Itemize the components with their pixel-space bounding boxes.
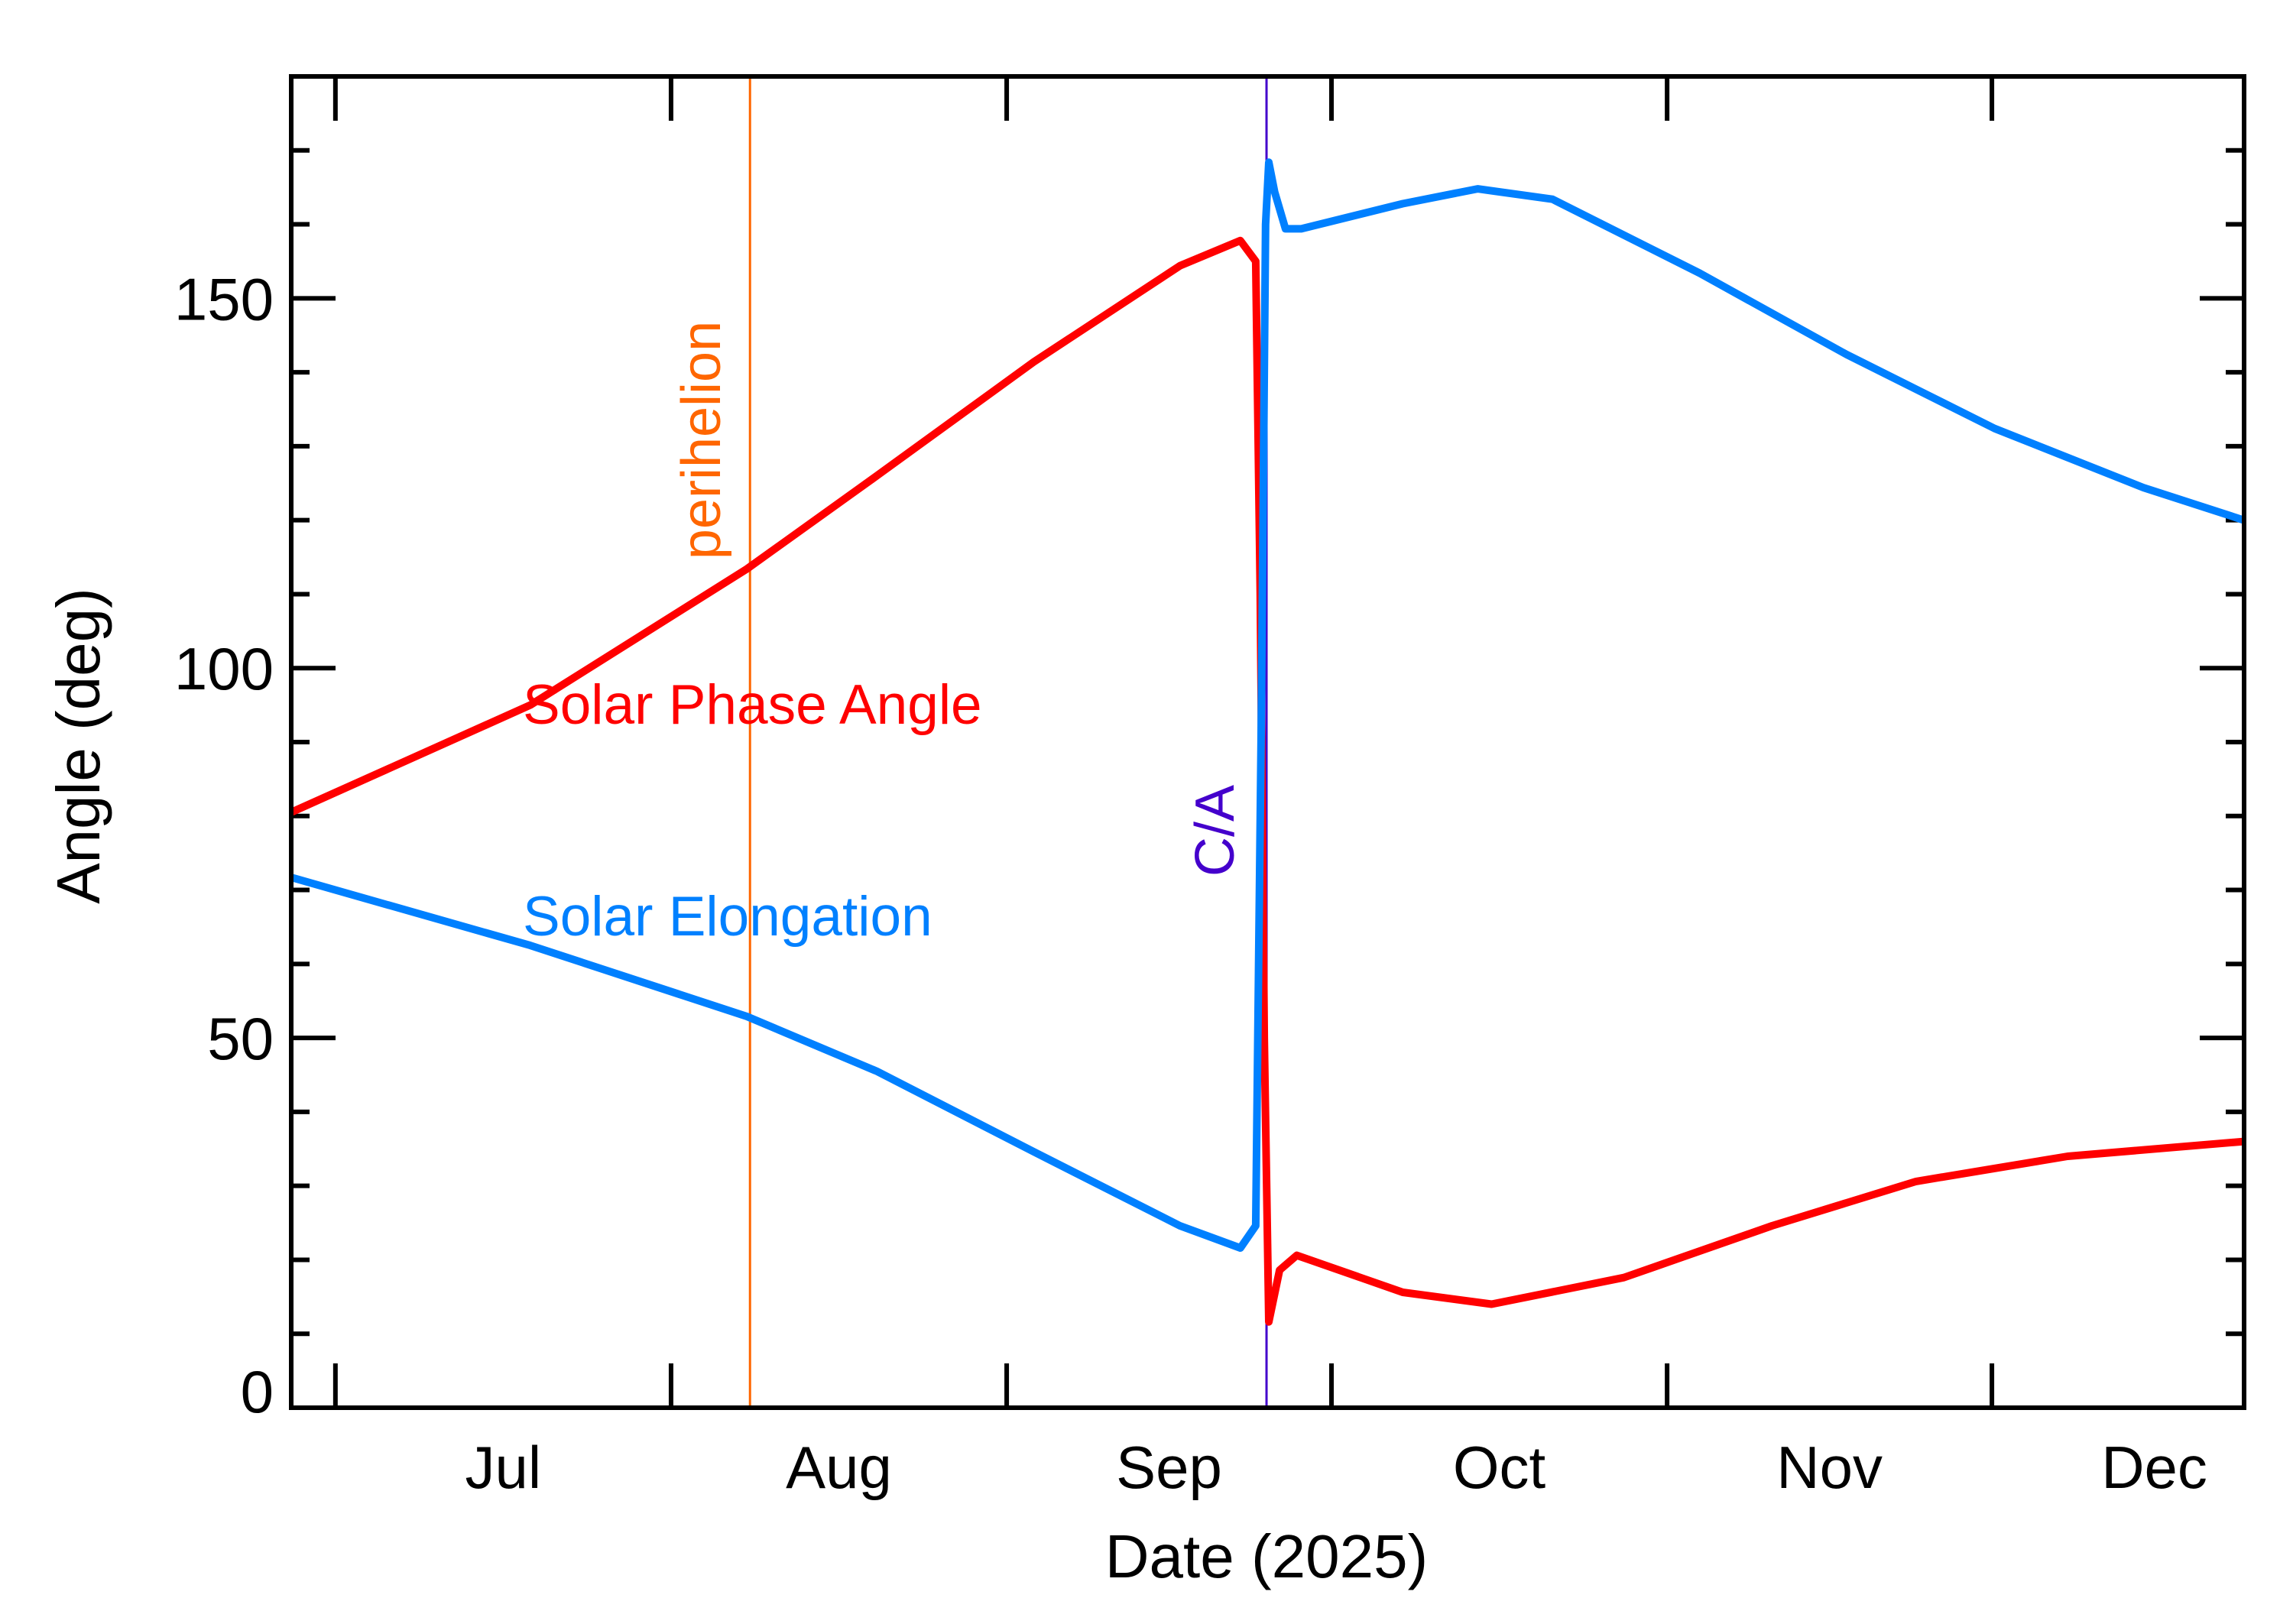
y-tick-labels: 0 50 100 150 xyxy=(174,265,274,1425)
x-tick-labels: Jul Aug Sep Oct Nov Dec xyxy=(465,1434,2207,1501)
x-tick-label: Jul xyxy=(465,1434,542,1501)
x-tick-label: Nov xyxy=(1776,1434,1883,1501)
x-tick-label: Dec xyxy=(2101,1434,2207,1501)
series-solar-phase-angle xyxy=(289,236,2245,1326)
series-lines xyxy=(289,158,2246,1326)
perihelion-label: perihelion xyxy=(671,321,732,559)
closest-approach-label: C/A xyxy=(1185,785,1246,877)
x-axis-label: Date (2025) xyxy=(1105,1522,1428,1590)
plot-frame xyxy=(289,74,2246,1410)
y-tick-label: 150 xyxy=(174,265,274,332)
x-tick-label: Oct xyxy=(1453,1434,1546,1501)
y-tick-label: 0 xyxy=(241,1358,274,1425)
y-tick-label: 50 xyxy=(207,1005,274,1072)
axis-ticks xyxy=(291,76,2244,1408)
series-solar-elongation xyxy=(290,158,2246,1252)
x-tick-label: Sep xyxy=(1116,1434,1222,1501)
series-label-elongation: Solar Elongation xyxy=(523,886,932,948)
x-tick-label: Aug xyxy=(786,1434,892,1501)
y-tick-label: 100 xyxy=(174,635,274,702)
series-label-phase-angle: Solar Phase Angle xyxy=(523,674,982,736)
y-axis-label: Angle (deg) xyxy=(44,588,112,904)
event-lines xyxy=(748,76,1268,1408)
